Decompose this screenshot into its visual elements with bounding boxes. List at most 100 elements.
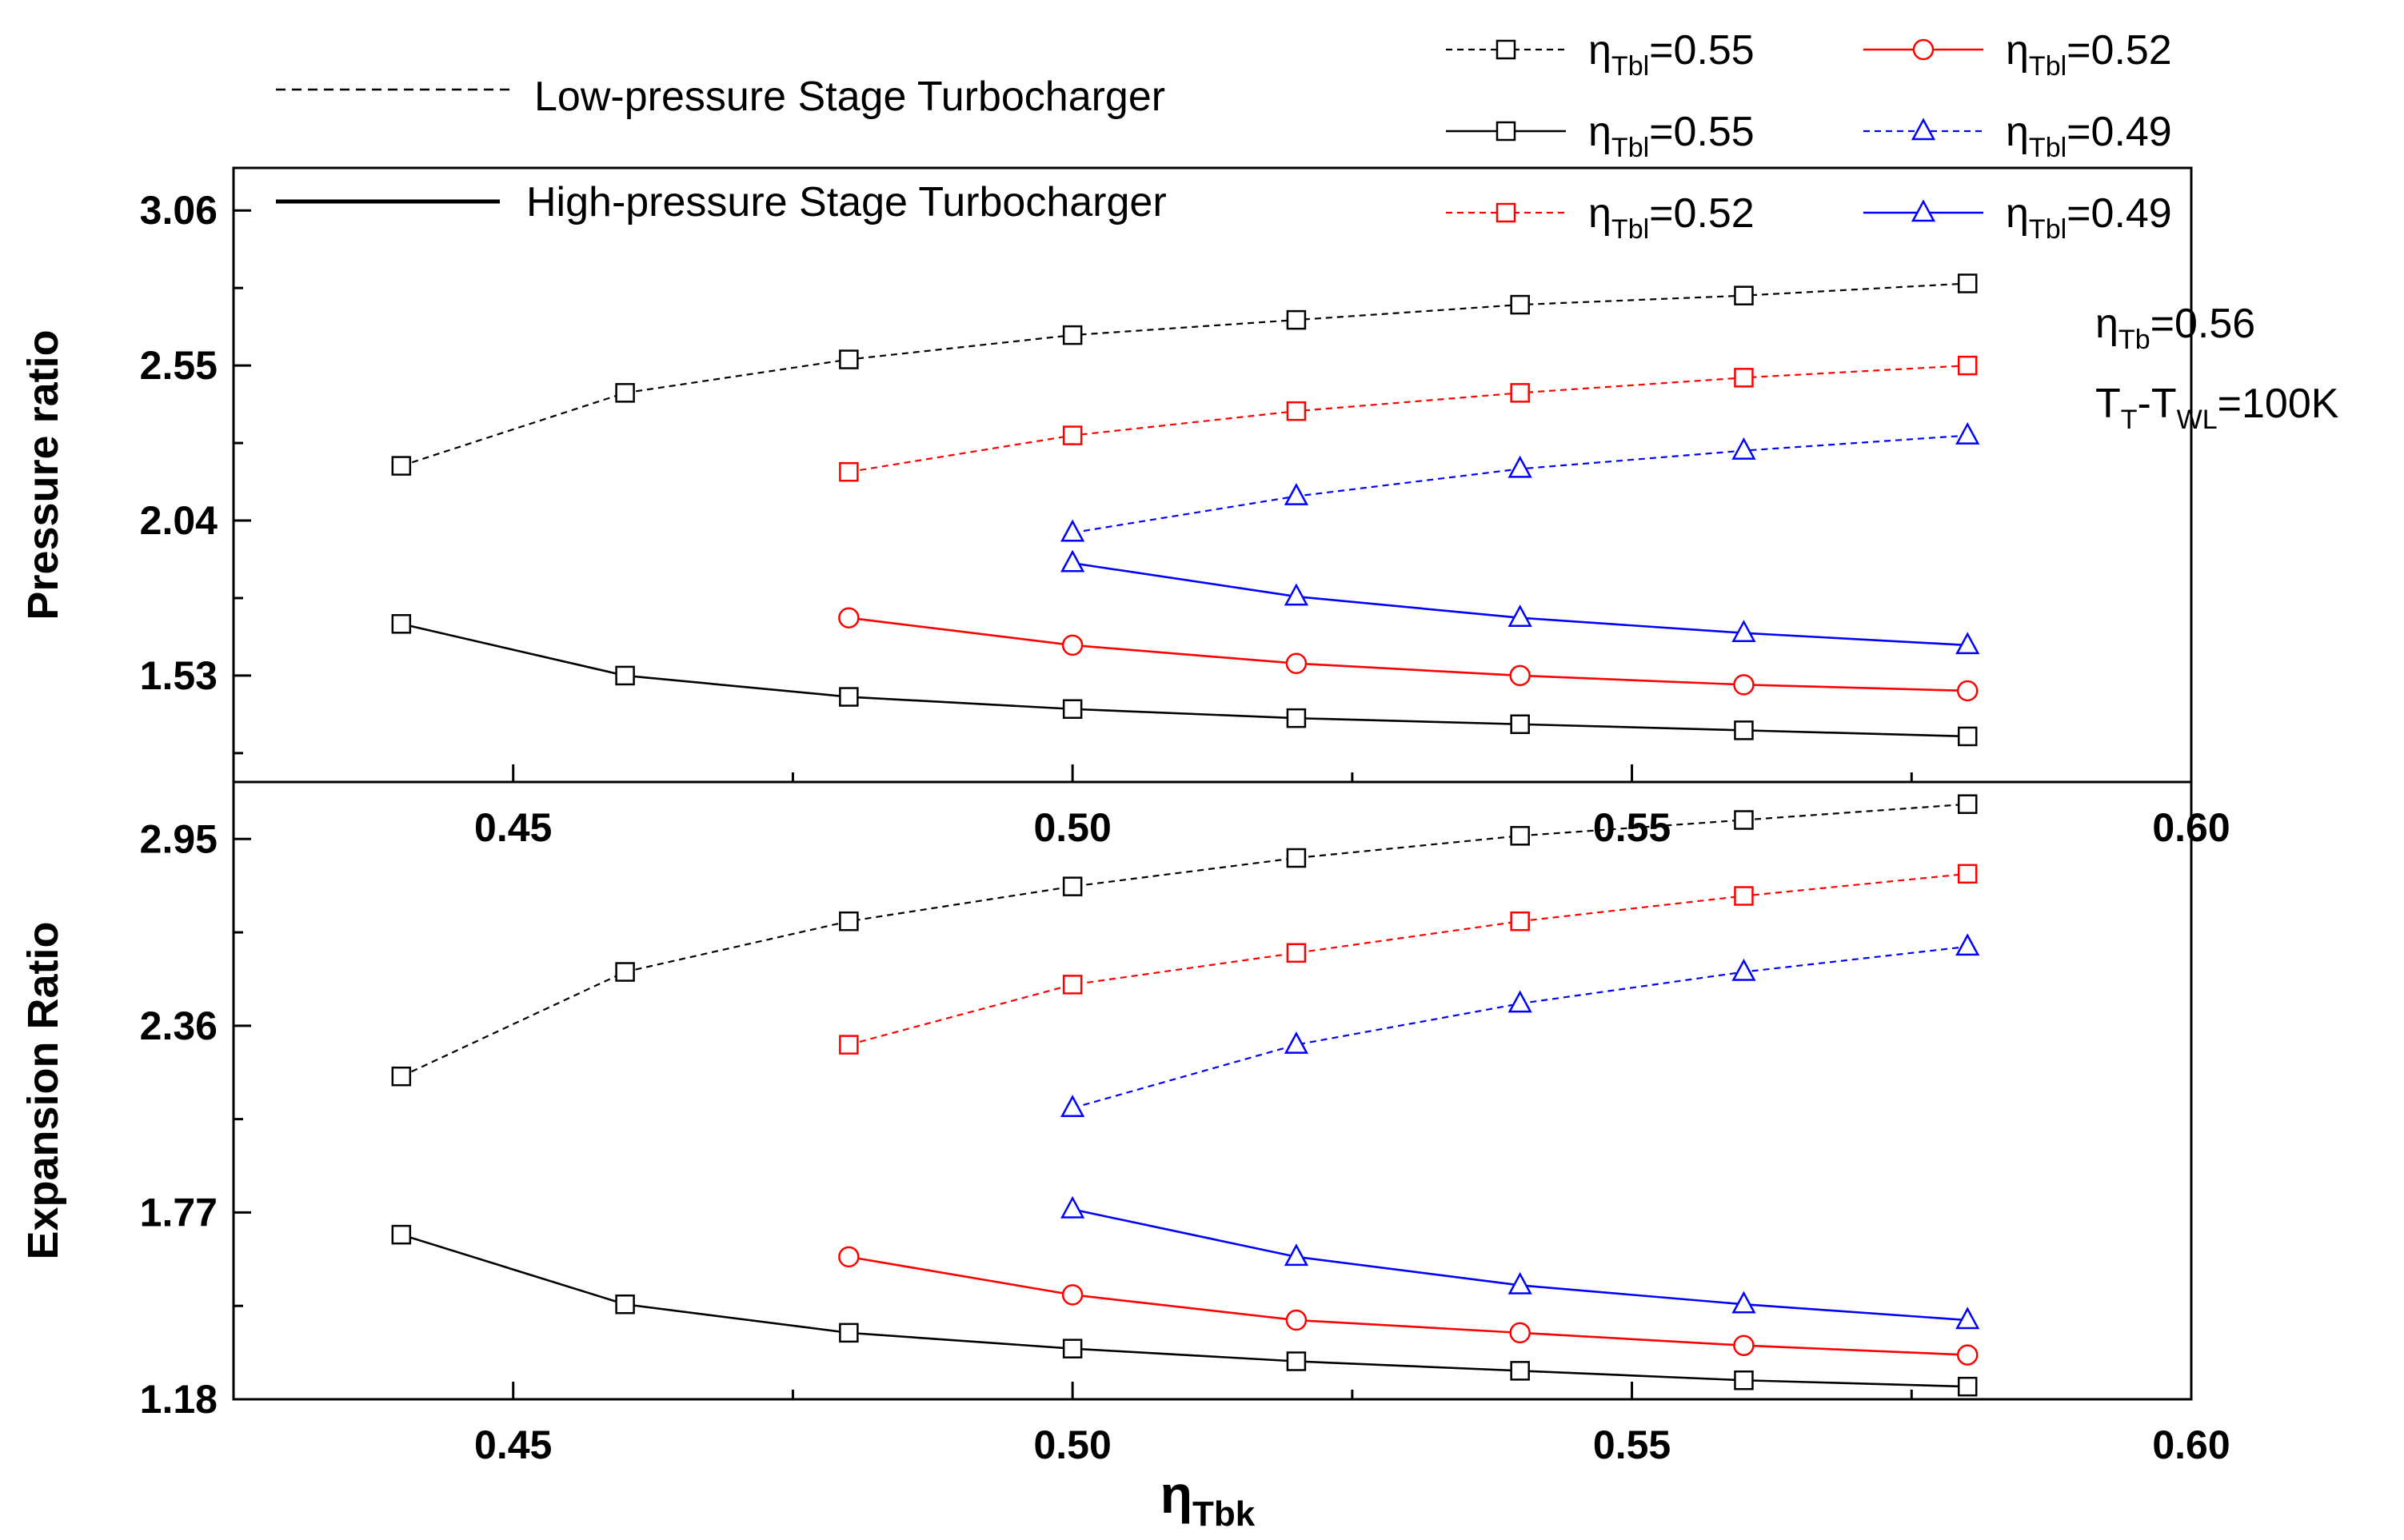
- legend-entry: ηTbl=0.55: [1446, 109, 1755, 163]
- y-tick-label: 1.18: [140, 1377, 218, 1422]
- data-point: [1062, 975, 1083, 995]
- data-point: [1286, 848, 1307, 868]
- series-low-eta-055: [391, 794, 1978, 1087]
- series-high-eta-052: [838, 1246, 1979, 1366]
- series-low-eta-055: [391, 273, 1978, 476]
- data-point: [1062, 325, 1083, 345]
- data-point: [615, 1294, 635, 1315]
- legend-marker: [1912, 38, 1935, 61]
- x-tick-label: 0.60: [2152, 1422, 2230, 1467]
- x-tick-label: 0.50: [1033, 805, 1111, 850]
- data-point: [1955, 632, 1980, 655]
- legend: Low-pressure Stage Turbocharger High-pre…: [276, 27, 2172, 245]
- series-line: [849, 1255, 1968, 1356]
- data-point: [1507, 990, 1532, 1013]
- hp-legend-label: High-pressure Stage Turbocharger: [526, 179, 1167, 225]
- data-point: [838, 1246, 860, 1268]
- data-point: [1957, 864, 1978, 884]
- series-line: [401, 1233, 1968, 1388]
- data-point: [1509, 664, 1531, 687]
- series-high-eta-052: [838, 607, 1979, 702]
- plot-frame: [232, 780, 2193, 1401]
- legend-label: ηTbl=0.52: [2006, 27, 2172, 82]
- data-point: [1284, 1243, 1309, 1267]
- legend-marker: [1496, 202, 1516, 223]
- data-point: [391, 1224, 412, 1245]
- data-point: [1286, 708, 1307, 728]
- data-point: [1062, 876, 1083, 896]
- legend-label: ηTbl=0.49: [2006, 109, 2172, 163]
- data-point: [1955, 421, 1980, 445]
- series-line: [401, 282, 1968, 467]
- data-point: [838, 607, 860, 628]
- y-tick-label: 3.06: [140, 188, 218, 233]
- y-tick-label: 1.77: [140, 1190, 218, 1235]
- data-point: [1510, 294, 1530, 315]
- legend-entry: ηTbl=0.49: [1863, 190, 2172, 245]
- y-tick-label: 2.95: [140, 816, 218, 861]
- data-point: [615, 383, 635, 403]
- data-point: [839, 687, 859, 707]
- data-point: [1731, 1291, 1756, 1314]
- data-point: [1957, 794, 1978, 814]
- data-point: [1507, 455, 1532, 478]
- y-tick-label: 2.36: [140, 1003, 218, 1048]
- legend-label: ηTbl=0.55: [1588, 27, 1755, 82]
- series-high-eta-049: [1060, 1195, 1980, 1330]
- data-point: [1510, 911, 1530, 932]
- legend-marker: [1496, 121, 1516, 142]
- y-axis-title: Expansion Ratio: [19, 921, 67, 1259]
- series-line: [1072, 434, 1968, 534]
- data-point: [1731, 437, 1756, 460]
- series-line: [1072, 945, 1968, 1109]
- data-point: [391, 456, 412, 476]
- annotation: ηTb=0.56 TT-TWL=100K: [2095, 301, 2339, 435]
- data-point: [1285, 652, 1308, 674]
- legend-entry: ηTbl=0.52: [1863, 27, 2172, 82]
- data-point: [1510, 714, 1530, 735]
- x-tick-label: 0.50: [1033, 1422, 1111, 1467]
- data-point: [1507, 604, 1532, 627]
- data-point: [839, 461, 859, 482]
- data-point: [1509, 1322, 1531, 1344]
- data-point: [1955, 933, 1980, 956]
- legend-label: ηTbl=0.49: [2006, 190, 2172, 245]
- data-point: [1734, 886, 1754, 906]
- data-point: [1734, 368, 1754, 388]
- data-point: [1734, 285, 1754, 305]
- series-line: [849, 365, 1968, 473]
- panels: 0.45 0.50 0.55 0.60 1.53 2.04 2.55 3.06 Pressure…: [19, 166, 2230, 1534]
- data-point: [1734, 810, 1754, 830]
- data-point: [1285, 1309, 1308, 1331]
- y-axis-title: Pressure ratio: [19, 329, 67, 620]
- data-point: [391, 1066, 412, 1087]
- series-low-eta-049: [1060, 421, 1980, 542]
- panel-expansion-ratio: 0.45 0.50 0.55 0.60 1.18 1.77 2.36 2.95 Expansio…: [19, 780, 2230, 1534]
- data-point: [1733, 1335, 1755, 1356]
- legend-marker: [1911, 118, 1936, 141]
- data-point: [1060, 519, 1085, 542]
- data-point: [1731, 958, 1756, 981]
- series-line: [849, 872, 1968, 1046]
- efficiency-annotation: ηTb=0.56: [2095, 301, 2255, 355]
- data-point: [1286, 401, 1307, 421]
- data-point: [1284, 1031, 1309, 1054]
- data-point: [1284, 583, 1309, 606]
- data-point: [1734, 720, 1754, 740]
- series-high-eta-055: [391, 1224, 1978, 1397]
- legend-label: ηTbl=0.52: [1588, 190, 1755, 245]
- data-point: [1507, 1271, 1532, 1295]
- temperature-annotation: TT-TWL=100K: [2095, 381, 2339, 435]
- data-point: [1957, 1376, 1978, 1397]
- series-high-eta-055: [391, 614, 1978, 747]
- data-point: [615, 962, 635, 982]
- data-point: [1286, 1351, 1307, 1371]
- x-tick-label: 0.55: [1593, 1422, 1671, 1467]
- series-low-eta-049: [1060, 933, 1980, 1118]
- panel-pressure-ratio: 0.45 0.50 0.55 0.601.532.042.553.06Pressure…: [19, 166, 2230, 850]
- series-low-eta-052: [839, 355, 1978, 482]
- data-point: [1957, 273, 1978, 293]
- data-point: [839, 911, 859, 932]
- data-point: [1510, 383, 1530, 403]
- data-point: [1510, 826, 1530, 846]
